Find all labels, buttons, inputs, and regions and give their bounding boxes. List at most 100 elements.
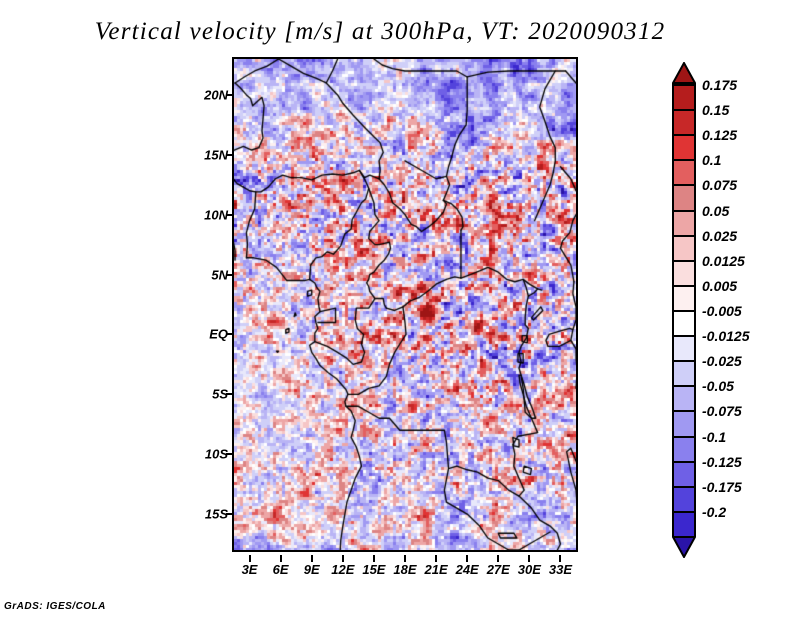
x-axis-tick-label: 12E bbox=[331, 562, 355, 577]
x-axis-tick-mark bbox=[435, 555, 438, 562]
y-axis-tick-mark bbox=[226, 453, 233, 456]
colorbar-divider bbox=[672, 184, 696, 187]
colorbar-divider bbox=[672, 109, 696, 112]
colorbar-tick-label: -0.125 bbox=[702, 453, 742, 470]
x-axis-tick-label: 27E bbox=[486, 562, 510, 577]
colorbar-tick-label: -0.025 bbox=[702, 353, 742, 370]
x-axis-tick-mark bbox=[372, 555, 375, 562]
colorbar-divider bbox=[672, 335, 696, 338]
colorbar-divider bbox=[672, 84, 696, 86]
colorbar-tick-label: 0.05 bbox=[702, 202, 730, 219]
colorbar-tick-label: 0.125 bbox=[702, 127, 738, 144]
colorbar: 0.175 0.15 0.125 0.1 0.075 0.05 0.025 0.0125 0.0… bbox=[671, 60, 749, 560]
colorbar-divider bbox=[672, 460, 696, 463]
colorbar-divider bbox=[672, 485, 696, 488]
colorbar-band bbox=[672, 234, 696, 261]
colorbar-divider bbox=[672, 284, 696, 287]
colorbar-tick-label: 0.15 bbox=[702, 102, 730, 119]
colorbar-band bbox=[672, 84, 696, 110]
y-axis-tick-mark bbox=[226, 333, 233, 336]
colorbar-divider bbox=[672, 360, 696, 363]
x-axis-tick-mark bbox=[310, 555, 313, 562]
x-axis-tick-mark bbox=[279, 555, 282, 562]
colorbar-tick-label: 0.0125 bbox=[702, 252, 745, 269]
colorbar-divider bbox=[672, 134, 696, 137]
y-axis-tick-mark bbox=[226, 93, 233, 96]
colorbar-band bbox=[672, 209, 696, 236]
colorbar-cap-top bbox=[671, 60, 697, 84]
x-axis-tick-mark bbox=[341, 555, 344, 562]
colorbar-tick-label: 0.025 bbox=[702, 227, 738, 244]
colorbar-tick-label: -0.005 bbox=[702, 303, 742, 319]
colorbar-tick-label: 0.075 bbox=[702, 177, 738, 194]
x-axis-tick-label: 3E bbox=[241, 562, 258, 577]
x-axis-tick-mark bbox=[466, 555, 469, 562]
colorbar-divider bbox=[672, 435, 696, 438]
colorbar-divider bbox=[672, 259, 696, 262]
x-axis-tick-label: 30E bbox=[517, 562, 541, 577]
vertical-velocity-field bbox=[234, 59, 576, 550]
colorbar-band bbox=[672, 109, 696, 135]
x-axis-tick-mark bbox=[248, 555, 251, 562]
colorbar-divider bbox=[672, 310, 696, 312]
y-axis-labels: 20N 15N 10N 5N EQ 5S 10S 15S bbox=[190, 57, 233, 552]
colorbar-tick-label: -0.175 bbox=[702, 478, 742, 495]
colorbar-tick-label: -0.1 bbox=[702, 428, 727, 445]
colorbar-band bbox=[672, 460, 696, 487]
x-axis-tick-label: 24E bbox=[455, 562, 479, 577]
x-axis-tick-label: 9E bbox=[303, 562, 320, 577]
colorbar-band bbox=[672, 485, 696, 512]
colorbar-divider bbox=[672, 510, 696, 513]
map-plot-area bbox=[232, 57, 578, 552]
colorbar-tick-label: -0.2 bbox=[702, 503, 727, 520]
x-axis-tick-mark bbox=[528, 555, 531, 562]
colorbar-band bbox=[672, 435, 696, 462]
colorbar-divider bbox=[672, 385, 696, 388]
y-axis-tick-label: 5S bbox=[212, 386, 228, 402]
colorbar-divider bbox=[672, 234, 696, 237]
colorbar-band bbox=[672, 335, 696, 361]
colorbar-band bbox=[672, 184, 696, 211]
colorbar-band bbox=[672, 259, 696, 286]
x-axis-tick-label: 18E bbox=[393, 562, 417, 577]
x-axis-labels: 3E 6E 9E 12E 15E 18E 21E 24E 27E 30E 33E bbox=[232, 555, 578, 582]
x-axis-tick-label: 33E bbox=[548, 562, 573, 577]
x-axis-tick-mark bbox=[559, 555, 562, 562]
y-axis-tick-mark bbox=[226, 213, 233, 216]
colorbar-band bbox=[672, 510, 696, 537]
colorbar-band bbox=[672, 159, 696, 186]
page-title: Vertical velocity [m/s] at 300hPa, VT: 2… bbox=[94, 18, 666, 45]
colorbar-band bbox=[672, 284, 696, 311]
colorbar-tick-label: -0.075 bbox=[702, 403, 742, 420]
colorbar-divider bbox=[672, 410, 696, 413]
x-axis-tick-mark bbox=[497, 555, 500, 562]
x-axis-tick-mark bbox=[404, 555, 406, 562]
colorbar-band bbox=[672, 310, 696, 336]
y-axis-tick-label: EQ bbox=[209, 326, 228, 342]
colorbar-tick-label: -0.05 bbox=[702, 378, 734, 395]
y-axis-tick-mark bbox=[226, 393, 233, 396]
y-axis-tick-label: 15S bbox=[204, 506, 228, 522]
x-axis-tick-label: 21E bbox=[424, 562, 448, 577]
colorbar-divider bbox=[672, 159, 696, 162]
y-axis-tick-mark bbox=[226, 273, 233, 276]
y-axis-tick-label: 10S bbox=[204, 446, 228, 462]
colorbar-divider bbox=[672, 209, 696, 212]
colorbar-tick-label: -0.0125 bbox=[702, 328, 750, 345]
colorbar-band bbox=[672, 410, 696, 437]
y-axis-tick-label: 5N bbox=[211, 267, 228, 283]
colorbar-band bbox=[672, 360, 696, 386]
x-axis-tick-label: 6E bbox=[272, 562, 289, 577]
attribution-footer: GrADS: IGES/COLA bbox=[4, 601, 106, 612]
colorbar-band bbox=[672, 134, 696, 160]
colorbar-tick-label: 0.005 bbox=[702, 277, 738, 294]
y-axis-tick-label: 15N bbox=[204, 147, 228, 163]
x-axis-tick-label: 15E bbox=[362, 562, 386, 577]
y-axis-tick-mark bbox=[226, 513, 233, 516]
colorbar-tick-label: 0.1 bbox=[702, 152, 722, 169]
colorbar-band bbox=[672, 385, 696, 412]
y-axis-tick-label: 10N bbox=[204, 207, 228, 223]
y-axis-tick-label: 20N bbox=[204, 87, 228, 103]
colorbar-tick-label: 0.175 bbox=[702, 77, 738, 93]
y-axis-tick-mark bbox=[226, 153, 233, 156]
